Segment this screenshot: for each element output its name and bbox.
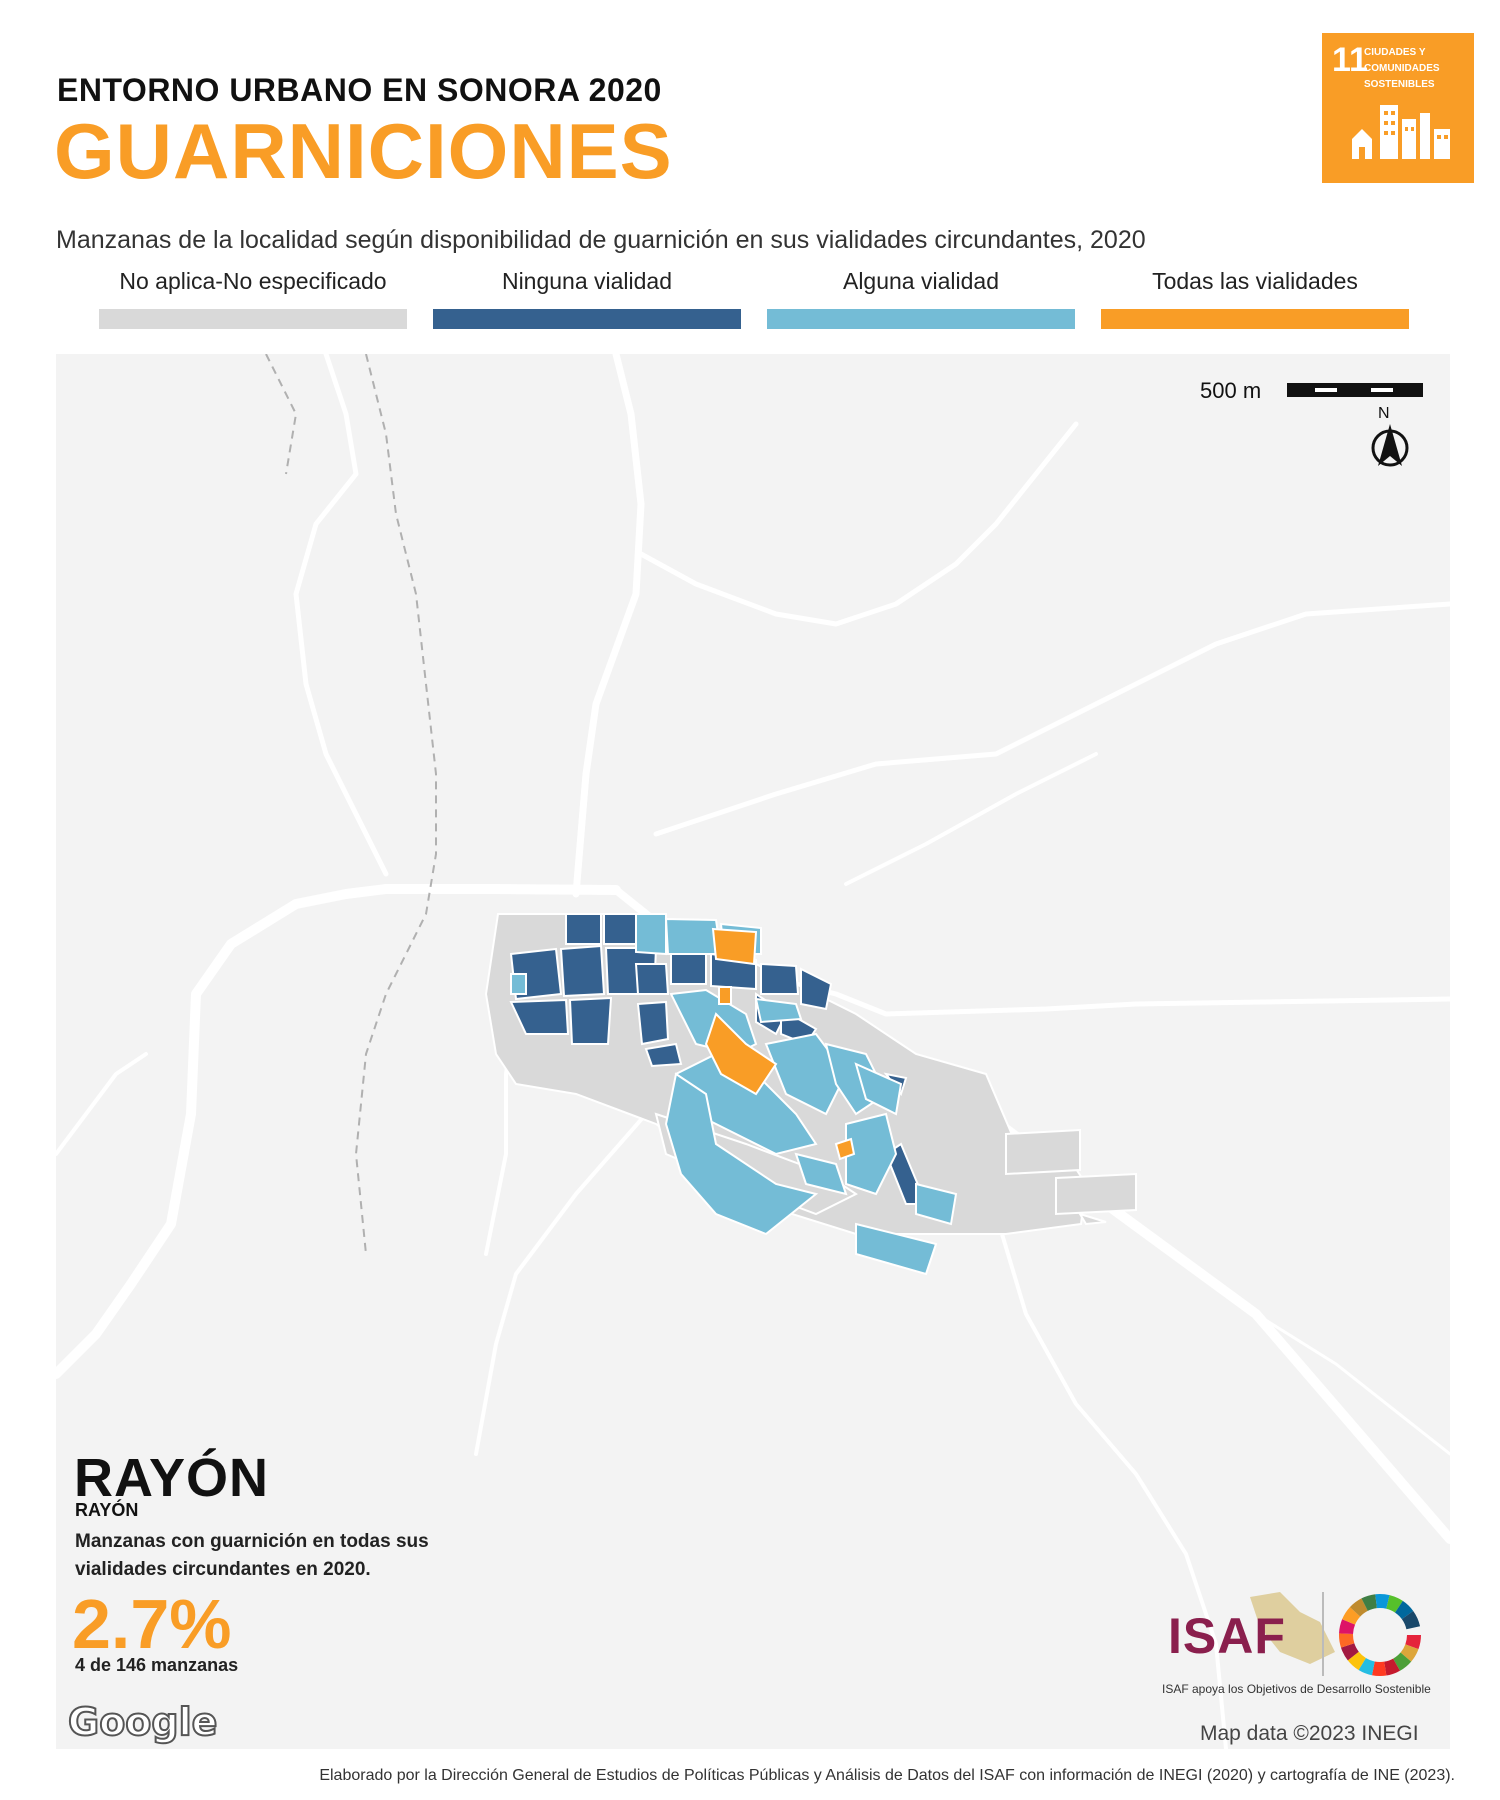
map-canvas[interactable] bbox=[56, 354, 1450, 1749]
google-logo: Google bbox=[67, 1699, 218, 1745]
legend-item-todas: Todas las vialidades bbox=[1101, 268, 1409, 329]
page-title: GUARNICIONES bbox=[54, 107, 673, 195]
stat-description: Manzanas con guarnición en todas sus via… bbox=[75, 1531, 429, 1580]
north-arrow-icon bbox=[1371, 424, 1409, 467]
sonora-map-icon bbox=[1250, 1592, 1335, 1664]
footer-credit: Elaborado por la Dirección General de Es… bbox=[319, 1767, 1455, 1784]
legend-label: No aplica-No especificado bbox=[119, 268, 387, 294]
legend-swatch bbox=[433, 309, 741, 329]
municipality-name: RAYÓN bbox=[74, 1448, 270, 1508]
legend-swatch bbox=[99, 309, 407, 329]
page-subtitle: Manzanas de la localidad según disponibi… bbox=[56, 226, 1146, 254]
scale-label: 500 m bbox=[1200, 378, 1262, 403]
legend-label: Todas las vialidades bbox=[1152, 268, 1358, 294]
legend-swatch bbox=[1101, 309, 1409, 329]
logo-divider bbox=[1322, 1592, 1324, 1676]
city-buildings-icon bbox=[1352, 105, 1450, 159]
legend-item-ninguna: Ninguna vialidad bbox=[433, 268, 741, 329]
sdg-11-badge: 11 CIUDADES Y COMUNIDADES SOSTENIBLES bbox=[1322, 33, 1474, 183]
page-kicker: ENTORNO URBANO EN SONORA 2020 bbox=[57, 72, 662, 108]
map-layer bbox=[56, 354, 1450, 1749]
stat-percentage: 2.7% bbox=[72, 1585, 232, 1663]
map-attribution: Map data ©2023 INEGI bbox=[1200, 1722, 1419, 1745]
sdg-text: CIUDADES Y COMUNIDADES SOSTENIBLES bbox=[1364, 47, 1440, 90]
scale-bar bbox=[1287, 383, 1423, 397]
legend-label: Ninguna vialidad bbox=[501, 268, 673, 294]
isaf-caption: ISAF apoya los Objetivos de Desarrollo S… bbox=[1162, 1682, 1431, 1696]
legend-item-alguna: Alguna vialidad bbox=[767, 268, 1075, 329]
north-label: N bbox=[1378, 405, 1390, 422]
sdg-number: 11 bbox=[1332, 41, 1368, 79]
stat-count: 4 de 146 manzanas bbox=[75, 1655, 239, 1675]
legend-item-no-aplica: No aplica-No especificado bbox=[99, 268, 407, 329]
locality-name: RAYÓN bbox=[75, 1500, 139, 1520]
sdg-wheel-icon bbox=[1339, 1594, 1421, 1676]
isaf-logo: ISAF bbox=[1168, 1608, 1286, 1664]
legend-swatch bbox=[767, 309, 1075, 329]
legend-label: Alguna vialidad bbox=[842, 268, 999, 294]
